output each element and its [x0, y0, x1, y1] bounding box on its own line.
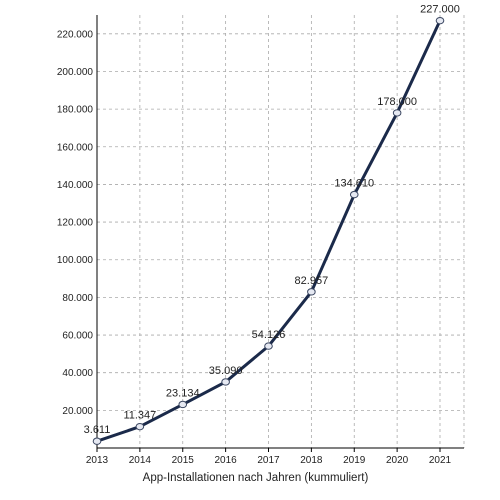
- y-tick-label: 60.000: [62, 331, 93, 342]
- y-axis-ticks: 20.000 40.000 60.000 80.000 100.000 120.000 14…: [57, 29, 94, 417]
- x-tick-label: 2018: [300, 455, 323, 466]
- series: [92, 16, 445, 445]
- data-point: [221, 378, 230, 386]
- data-point: [349, 190, 359, 199]
- x-tick-label: 2013: [86, 455, 109, 466]
- data-point: [435, 16, 445, 25]
- y-tick-label: 160.000: [57, 142, 94, 153]
- data-label: 54.126: [252, 329, 286, 341]
- data-label: 82.957: [295, 275, 329, 287]
- x-axis-ticks: 2013 2014 2015 2016 2017 2018 2019 2020 2021: [86, 448, 452, 466]
- x-tick-label: 2015: [172, 455, 195, 466]
- y-tick-label: 20.000: [62, 406, 93, 417]
- data-labels: 3.611 11.347 23.134 35.090 54.126 82.957 134.6…: [84, 4, 460, 437]
- y-tick-label: 140.000: [57, 180, 94, 191]
- x-tick-label: 2019: [343, 455, 366, 466]
- x-tick-label: 2014: [129, 455, 152, 466]
- data-label: 35.090: [209, 365, 243, 377]
- data-point: [307, 288, 316, 296]
- y-tick-label: 220.000: [57, 29, 94, 40]
- axes: [96, 15, 464, 449]
- data-label: 134.610: [334, 178, 374, 190]
- y-tick-label: 40.000: [62, 368, 93, 379]
- data-point: [264, 342, 273, 350]
- data-point: [135, 422, 145, 431]
- x-tick-label: 2016: [215, 455, 238, 466]
- y-tick-label: 200.000: [57, 67, 94, 78]
- data-label: 3.611: [84, 424, 111, 436]
- x-tick-label: 2020: [386, 455, 409, 466]
- data-label: 11.347: [123, 410, 156, 422]
- y-tick-label: 100.000: [57, 255, 94, 266]
- data-point: [92, 437, 102, 445]
- data-point: [178, 400, 188, 409]
- data-label: 23.134: [166, 387, 200, 399]
- x-tick-label: 2017: [257, 455, 280, 466]
- data-label: 227.000: [420, 4, 460, 16]
- x-tick-label: 2021: [429, 455, 452, 466]
- data-label: 178.000: [377, 96, 417, 108]
- data-point: [392, 109, 402, 117]
- grid: [97, 15, 465, 448]
- y-tick-label: 80.000: [62, 293, 93, 304]
- y-tick-label: 180.000: [57, 105, 94, 116]
- x-axis-title: App-Installationen nach Jahren (kummulie…: [143, 472, 369, 484]
- y-tick-label: 120.000: [57, 218, 94, 229]
